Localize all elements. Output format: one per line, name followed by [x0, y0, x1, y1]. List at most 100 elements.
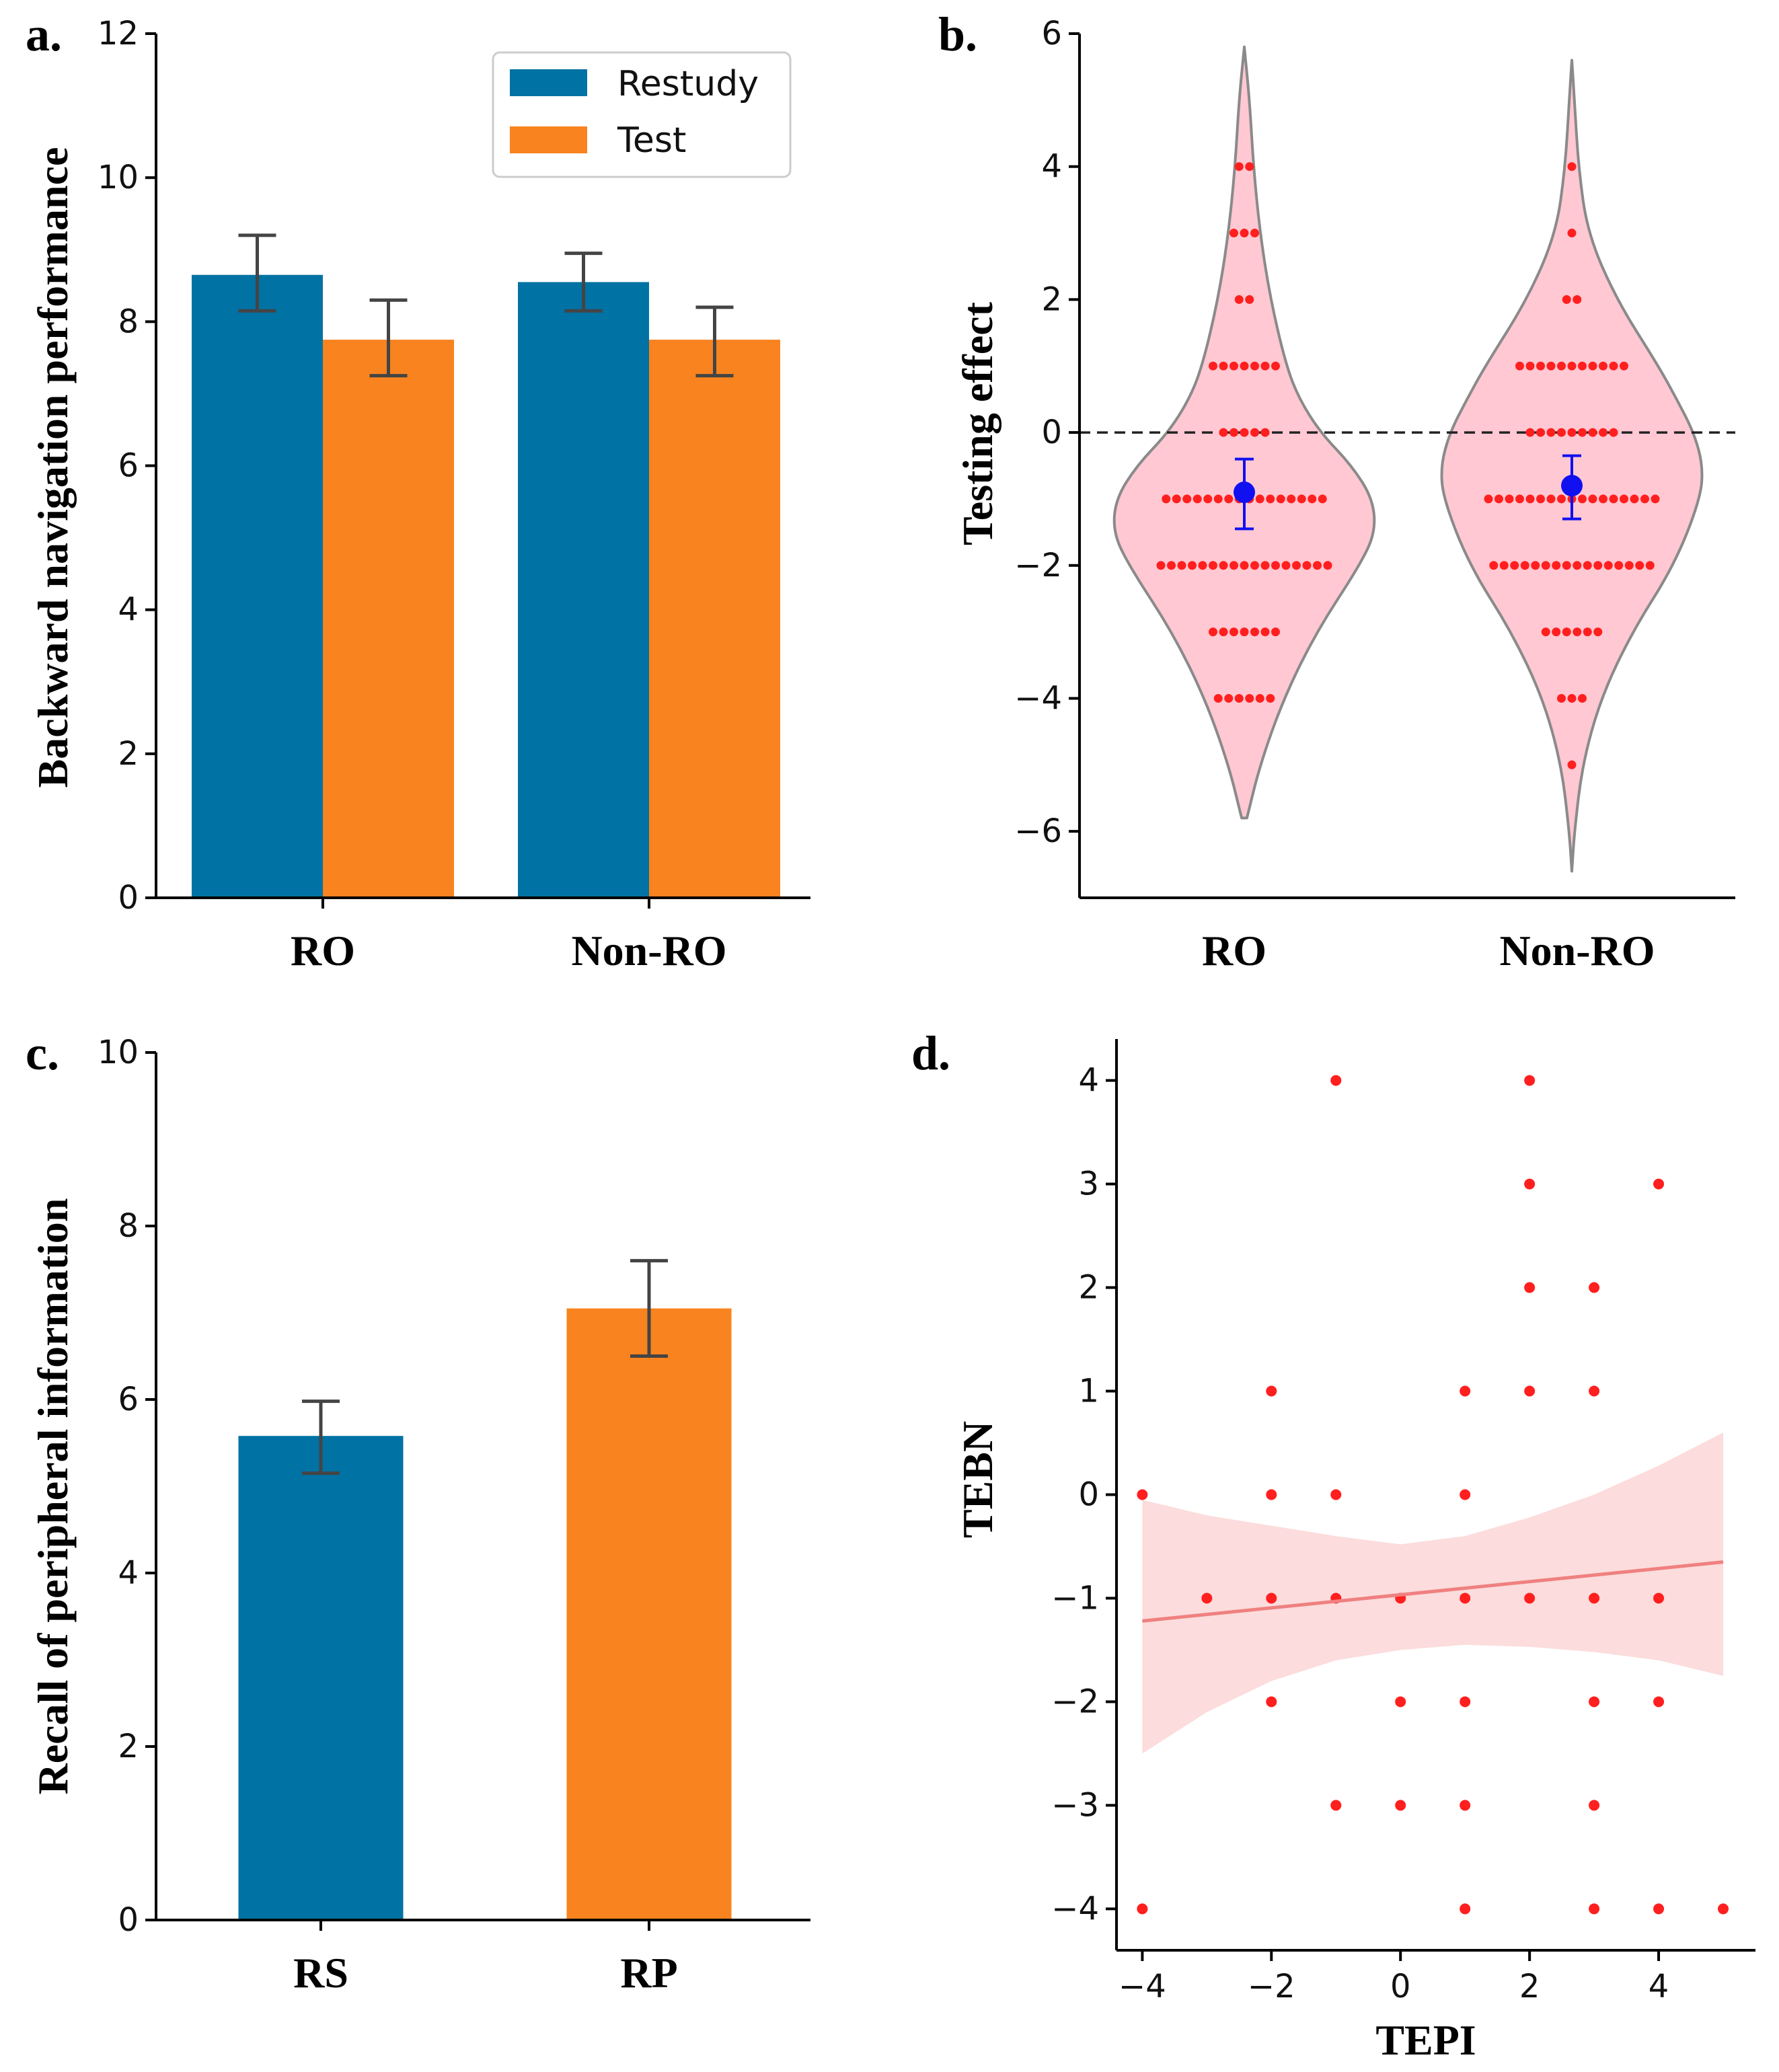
point-b-0 — [1240, 627, 1249, 637]
ytick-label-0-3: 6 — [118, 447, 139, 485]
ytick-label-1-4: 2 — [1041, 280, 1062, 318]
point-b-1 — [1609, 494, 1618, 504]
panel-label-a: a. — [26, 7, 62, 61]
bar-a-test-1 — [649, 340, 780, 898]
point-b-0 — [1260, 428, 1270, 437]
point-b-0 — [1182, 494, 1192, 504]
point-b-0 — [1229, 627, 1238, 637]
point-b-0 — [1271, 361, 1280, 371]
point-d-1 — [1137, 1903, 1148, 1915]
ytick-label-2-4: 8 — [118, 1207, 139, 1245]
point-b-1 — [1567, 428, 1577, 437]
mean-marker-b-0 — [1234, 482, 1255, 504]
mean-marker-b-1 — [1561, 475, 1583, 497]
xtick-label-d-3: 2 — [1519, 1968, 1540, 2005]
point-b-1 — [1536, 428, 1545, 437]
point-b-1 — [1593, 561, 1603, 570]
point-d-24 — [1524, 1593, 1536, 1604]
point-b-1 — [1603, 561, 1613, 570]
point-b-0 — [1193, 494, 1202, 504]
point-b-1 — [1614, 561, 1624, 570]
point-b-1 — [1624, 561, 1634, 570]
panel-label-b: b. — [938, 7, 977, 61]
ytick-label-3-3: −1 — [1051, 1579, 1099, 1617]
panel-label-c: c. — [26, 1026, 59, 1080]
point-d-7 — [1330, 1075, 1342, 1086]
point-b-0 — [1250, 229, 1259, 238]
point-b-0 — [1240, 561, 1249, 570]
ytick-label-0-1: 2 — [118, 735, 139, 773]
point-d-26 — [1589, 1385, 1600, 1397]
point-b-0 — [1213, 494, 1223, 504]
point-b-1 — [1599, 361, 1607, 371]
point-d-8 — [1330, 1489, 1342, 1500]
point-b-0 — [1245, 693, 1254, 703]
point-b-1 — [1552, 561, 1561, 570]
point-b-0 — [1255, 494, 1264, 504]
point-d-2 — [1201, 1593, 1213, 1604]
bar-a-restudy-1 — [518, 282, 649, 898]
legend-label-restudy: Restudy — [617, 64, 759, 104]
ytick-label-0-5: 10 — [98, 159, 139, 196]
point-b-1 — [1567, 229, 1577, 238]
point-b-0 — [1219, 561, 1228, 570]
point-b-0 — [1260, 627, 1270, 637]
point-b-1 — [1578, 428, 1587, 437]
point-d-25 — [1589, 1282, 1600, 1293]
point-b-0 — [1229, 229, 1238, 238]
point-d-17 — [1460, 1696, 1471, 1708]
ytick-label-0-2: 4 — [118, 591, 139, 629]
bar-a-test-0 — [323, 340, 454, 898]
point-b-0 — [1234, 693, 1244, 703]
point-b-0 — [1266, 494, 1275, 504]
xtick-label-c-0: RS — [293, 1949, 348, 1997]
ytick-label-3-1: −3 — [1051, 1786, 1099, 1824]
panel-b-ylabel: Testing effect — [954, 301, 1001, 545]
ytick-label-3-2: −2 — [1051, 1683, 1099, 1720]
point-b-0 — [1297, 494, 1306, 504]
ytick-label-1-6: 6 — [1041, 15, 1062, 52]
ytick-label-1-2: −2 — [1014, 547, 1062, 584]
point-b-1 — [1536, 494, 1545, 504]
point-b-0 — [1224, 693, 1234, 703]
ytick-label-1-1: −4 — [1014, 679, 1062, 717]
point-b-1 — [1588, 361, 1597, 371]
point-b-0 — [1229, 361, 1238, 371]
point-b-0 — [1260, 361, 1270, 371]
point-b-1 — [1588, 494, 1597, 504]
point-b-0 — [1245, 162, 1254, 171]
point-b-0 — [1250, 428, 1259, 437]
point-b-0 — [1292, 561, 1301, 570]
regression-line-d — [1142, 1560, 1724, 1623]
point-d-19 — [1460, 1903, 1471, 1915]
point-d-16 — [1460, 1593, 1471, 1604]
point-d-30 — [1589, 1903, 1600, 1915]
ytick-label-3-0: −4 — [1051, 1890, 1099, 1927]
point-b-1 — [1573, 561, 1582, 570]
legend-label-test: Test — [617, 120, 686, 161]
point-b-1 — [1620, 361, 1628, 371]
point-b-0 — [1198, 561, 1207, 570]
point-b-1 — [1525, 361, 1535, 371]
point-b-1 — [1536, 361, 1545, 371]
point-b-0 — [1209, 627, 1217, 637]
point-d-0 — [1137, 1489, 1148, 1500]
xtick-label-c-1: RP — [620, 1949, 677, 1997]
point-b-1 — [1609, 428, 1618, 437]
point-b-0 — [1318, 494, 1327, 504]
point-d-31 — [1653, 1178, 1665, 1190]
point-b-0 — [1219, 428, 1228, 437]
point-b-1 — [1599, 494, 1607, 504]
xtick-label-b-0: RO — [1202, 927, 1266, 974]
bar-c-rp — [566, 1308, 732, 1920]
point-d-10 — [1330, 1800, 1342, 1811]
xtick-label-d-0: −4 — [1119, 1968, 1166, 2005]
point-b-1 — [1640, 494, 1649, 504]
point-b-1 — [1578, 361, 1587, 371]
point-d-15 — [1460, 1489, 1471, 1500]
ytick-label-3-4: 0 — [1078, 1476, 1099, 1514]
point-b-1 — [1557, 428, 1566, 437]
point-d-20 — [1524, 1075, 1536, 1086]
ytick-label-0-0: 0 — [118, 879, 139, 917]
